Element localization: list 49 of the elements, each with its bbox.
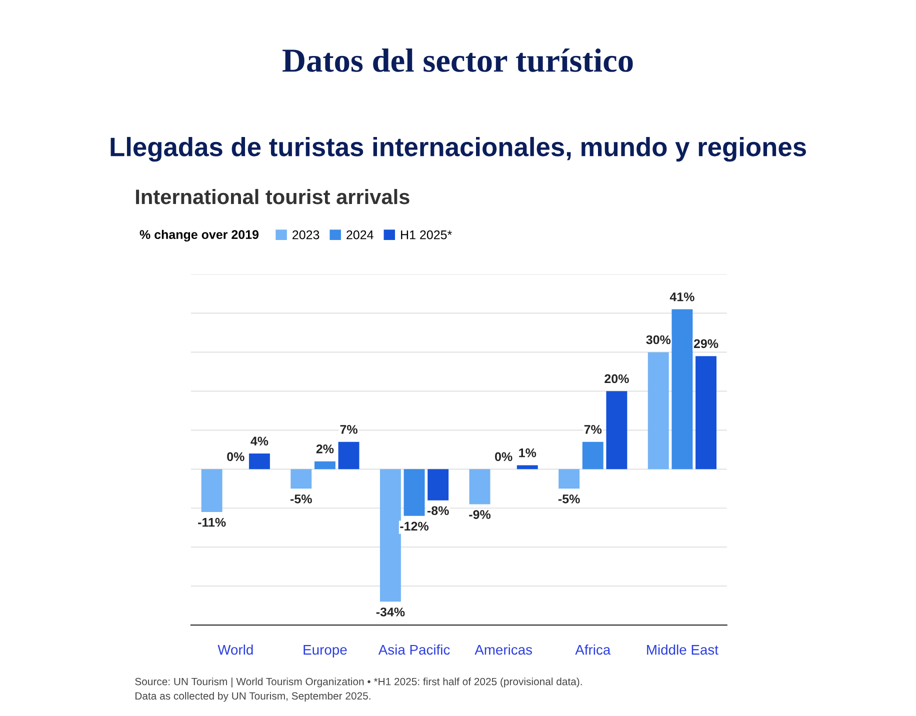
legend-title: % change over 2019 (140, 230, 259, 242)
text: International tourist arrivals (136, 188, 410, 204)
data-label: -9% (469, 510, 491, 519)
data-label: 0% (227, 452, 244, 462)
bar (201, 469, 222, 512)
legend-label: 2024 (346, 230, 374, 240)
bar (558, 469, 580, 489)
data-label: 4% (250, 436, 268, 446)
data-label: 20% (604, 374, 629, 384)
x-tick-label: Middle East (647, 644, 718, 655)
data-label: 0% (495, 452, 512, 462)
x-tick-label: Europe (304, 645, 347, 658)
source-note: Source: UN Tourism | World Tourism Organization • *H1 2025: first half of 2025 (provisional data). (135, 678, 582, 688)
bar (606, 391, 628, 470)
bar (290, 469, 312, 489)
bar (314, 461, 336, 470)
x-tick-label: Africa (575, 644, 611, 655)
bar (248, 454, 270, 470)
bar (696, 356, 716, 470)
bar (380, 469, 401, 602)
data-label: 1% (519, 448, 536, 458)
data-label: -8% (427, 506, 449, 516)
bar (469, 469, 490, 504)
bar (428, 469, 449, 500)
bar (338, 442, 360, 470)
data-label: 30% (646, 335, 671, 344)
data-label: -34% (376, 608, 405, 616)
legend-label: H1 2025* (401, 230, 452, 240)
data-label: 7% (584, 425, 602, 434)
chart-title: Datos del sector turístico (282, 48, 633, 72)
data-label: -11% (198, 518, 226, 527)
legend-label: 2023 (292, 230, 320, 240)
chart-subtitle: Llegadas de turistas internacionales, mundo y regiones (110, 136, 806, 162)
bar (582, 442, 604, 470)
data-label: 2% (316, 444, 334, 454)
bar (648, 352, 669, 470)
text: Data as collected by UN Tourism, September 2025. (136, 692, 370, 702)
data-label: -5% (290, 494, 312, 504)
bar (516, 465, 538, 470)
data-label: 41% (670, 292, 694, 302)
x-tick-label: Americas (474, 644, 532, 655)
data-label: 29% (694, 339, 718, 348)
data-label: -12% (400, 522, 429, 531)
data-label: 7% (340, 425, 358, 434)
x-tick-label: Asia Pacific (378, 644, 450, 655)
data-label: -5% (558, 494, 580, 504)
bar (672, 309, 693, 470)
bar (404, 469, 425, 516)
x-tick-label: World (218, 644, 253, 655)
